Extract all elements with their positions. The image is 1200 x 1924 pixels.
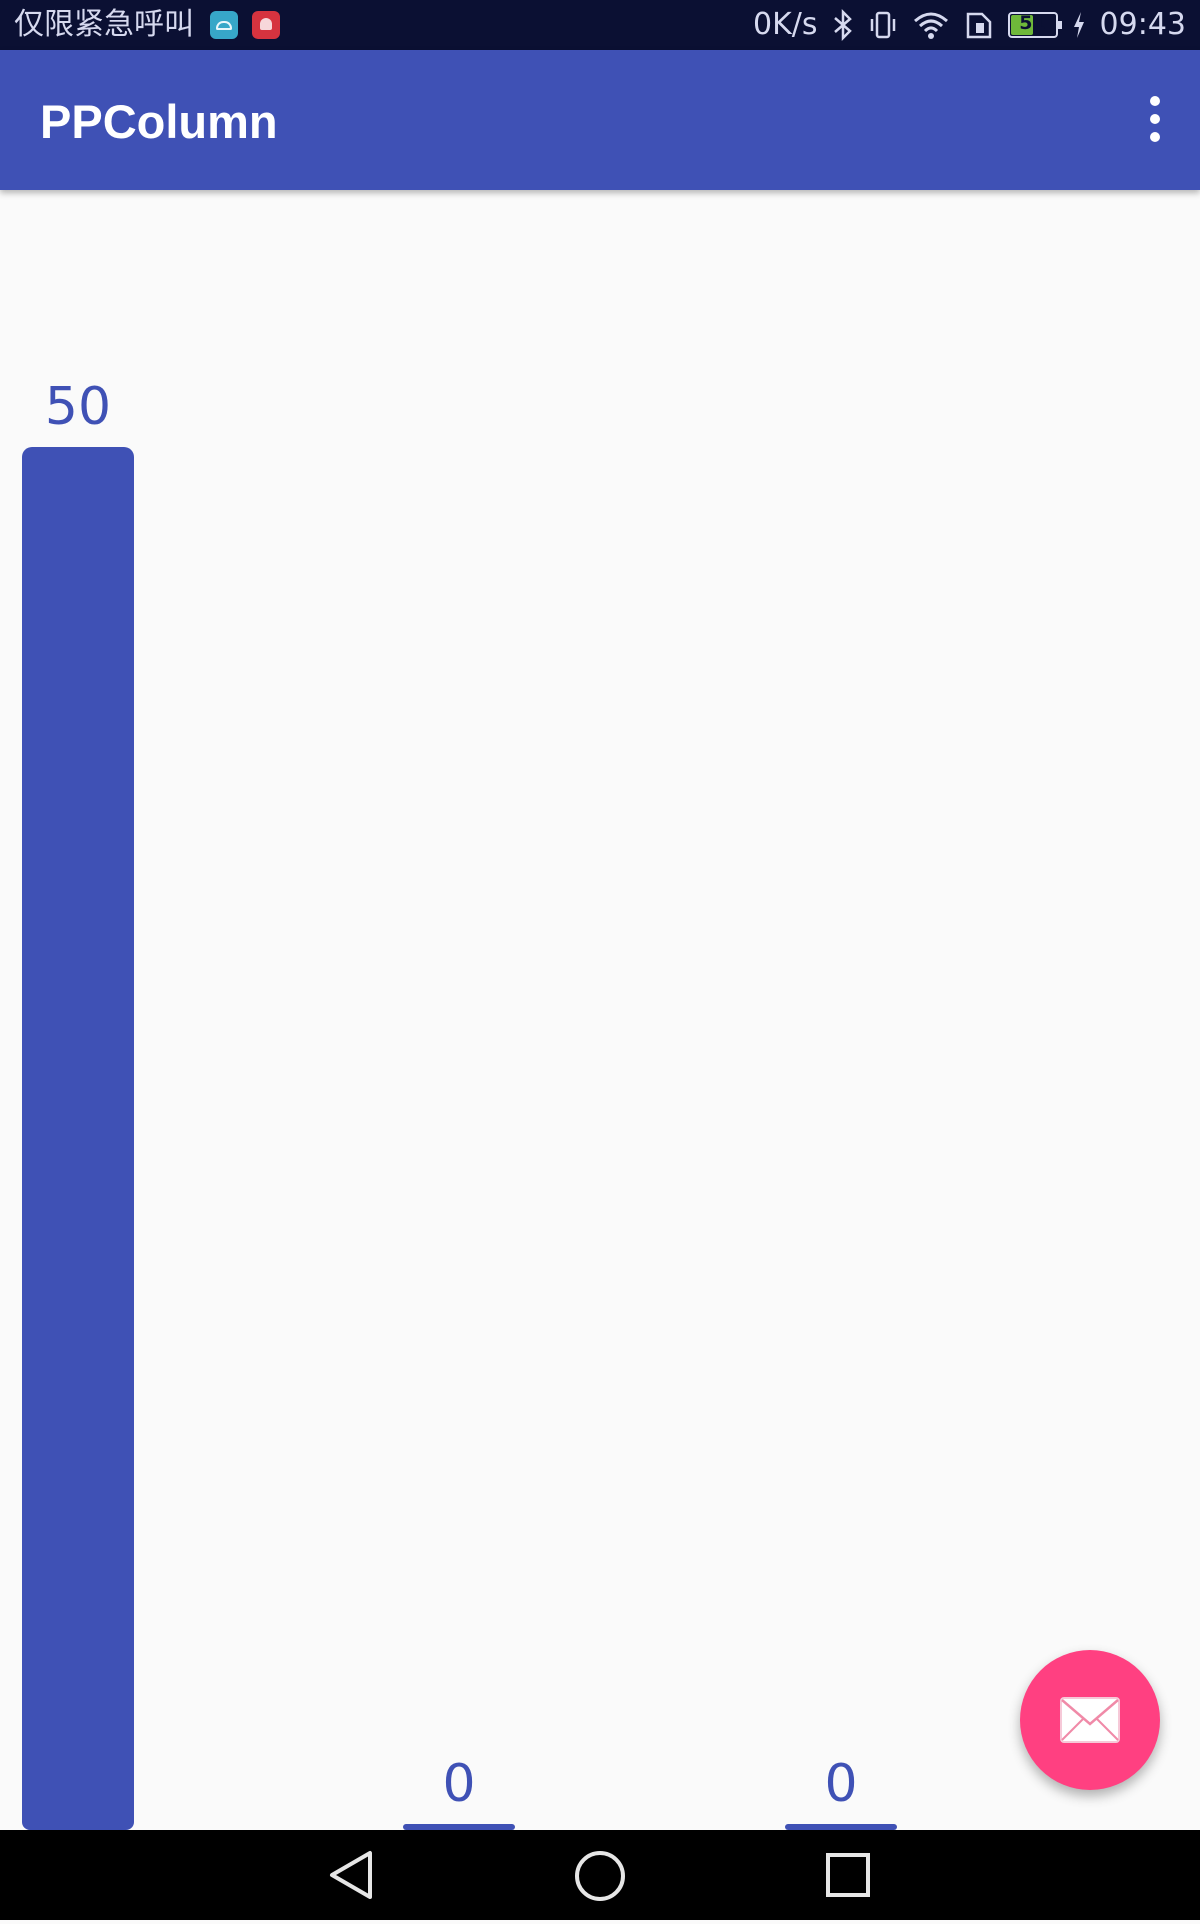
app-title: PPColumn — [40, 95, 278, 148]
recents-button[interactable] — [803, 1830, 893, 1920]
home-icon — [575, 1851, 625, 1901]
bluetooth-icon — [833, 9, 852, 41]
status-left: 仅限紧急呼叫 — [14, 6, 280, 44]
back-icon — [330, 1851, 372, 1899]
battery-level-text: 51 — [1019, 12, 1046, 34]
battery-icon: 51 — [1007, 12, 1062, 38]
chart-data-label: 0 — [824, 1754, 858, 1814]
overflow-dot — [1150, 96, 1160, 106]
more-vert-icon[interactable] — [1140, 94, 1170, 146]
android-notification-icon — [210, 11, 238, 39]
vibrate-icon — [870, 11, 895, 39]
chart-bar — [403, 1824, 515, 1830]
huawei-notification-icon — [252, 11, 280, 39]
recents-icon — [826, 1853, 870, 1897]
email-icon — [1060, 1697, 1120, 1743]
chart-bar — [785, 1824, 897, 1830]
app-bar: PPColumn — [0, 50, 1200, 190]
battery-level-fill — [1010, 15, 1033, 35]
status-right: 0K/s 51 09:43 — [753, 6, 1186, 44]
chart-bar — [22, 446, 134, 1830]
wifi-icon — [913, 12, 948, 39]
navigation-bar — [0, 1830, 1200, 1920]
network-speed: 0K/s — [753, 7, 818, 42]
clock: 09:43 — [1099, 7, 1186, 42]
carrier-text: 仅限紧急呼叫 — [14, 7, 194, 42]
overflow-dot — [1150, 114, 1160, 124]
chart-data-label: 0 — [442, 1754, 476, 1814]
back-button[interactable] — [310, 1830, 400, 1920]
chart-data-label: 50 — [44, 376, 112, 437]
sim-icon — [966, 12, 991, 39]
charging-icon — [1073, 12, 1084, 38]
overflow-dot — [1150, 132, 1160, 142]
home-button[interactable] — [555, 1830, 645, 1920]
email-fab-button[interactable] — [1020, 1650, 1160, 1790]
status-bar: 仅限紧急呼叫 0K/s 51 09:43 — [0, 0, 1200, 50]
column-chart: 50 0 0 — [0, 190, 1200, 1830]
